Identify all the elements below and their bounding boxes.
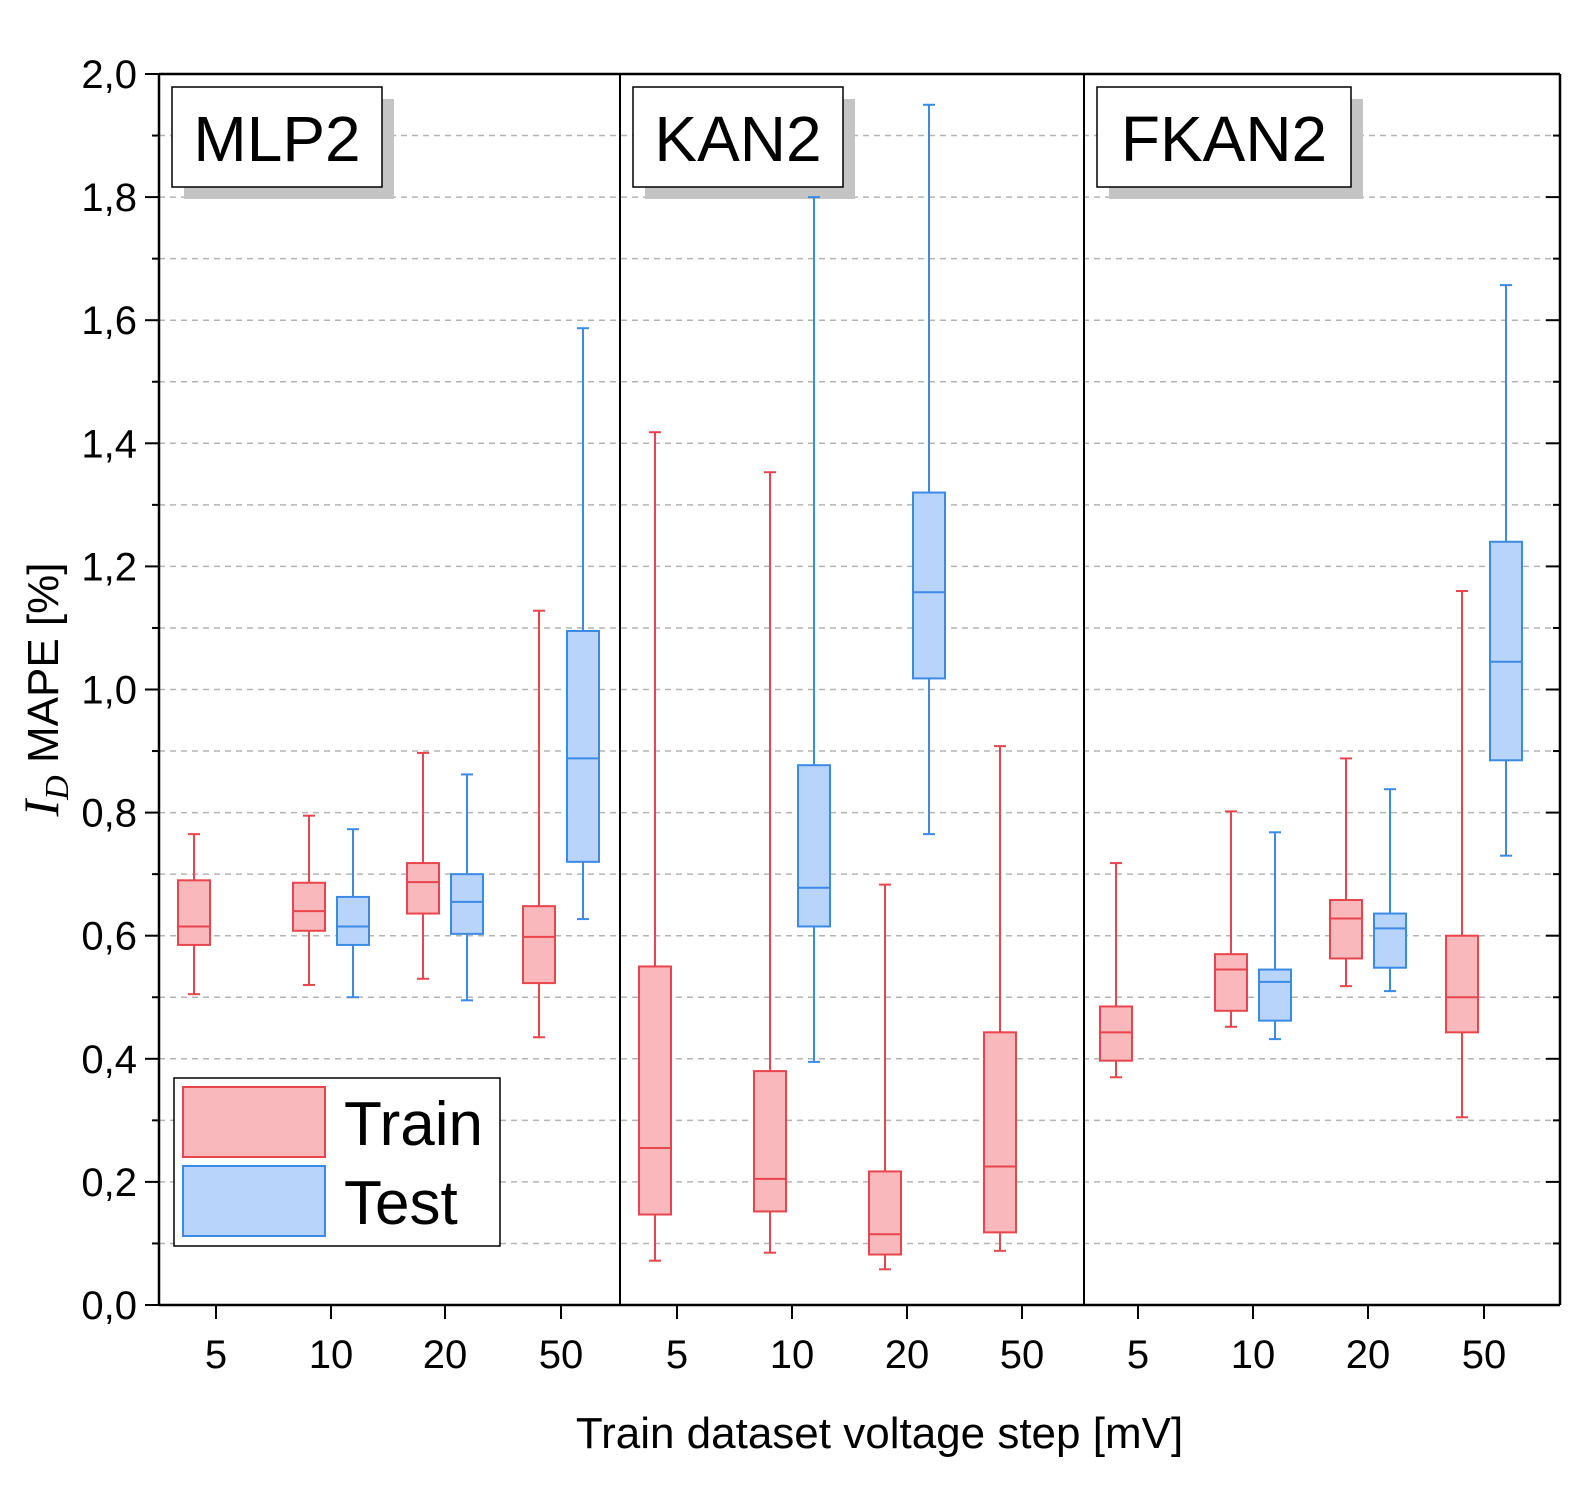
- axes: [145, 72, 1562, 1319]
- box-iqr: [450, 873, 484, 935]
- x-axis-title: Train dataset voltage step [mV]: [576, 1409, 1183, 1458]
- legend-label-test: Test: [344, 1169, 458, 1238]
- train-box-MLP2-50: [522, 609, 556, 1039]
- x-tick-label: 10: [770, 1333, 815, 1377]
- title-box: [632, 86, 844, 188]
- x-tick-label: 20: [1346, 1333, 1391, 1377]
- test-box-FKAN2-20: [1373, 788, 1407, 993]
- y-tick-label: 1,8: [81, 176, 137, 220]
- title-box: [171, 86, 383, 188]
- box-iqr: [522, 905, 556, 985]
- box-iqr: [177, 879, 211, 946]
- y-tick-label: 0,6: [81, 915, 137, 959]
- test-box-MLP2-10: [336, 828, 370, 999]
- train-box-FKAN2-10: [1214, 810, 1248, 1028]
- box-iqr: [406, 862, 440, 915]
- legend-label-train: Train: [344, 1090, 483, 1159]
- panel-dividers: [619, 74, 1085, 1305]
- x-tick-label: 10: [309, 1333, 354, 1377]
- legend: Train Test: [173, 1077, 501, 1247]
- y-tick-label: 0,4: [81, 1038, 137, 1082]
- y-axis-title-subscript: D: [39, 775, 76, 801]
- box-iqr: [1489, 540, 1523, 762]
- test-box-KAN2-20: [912, 103, 946, 836]
- y-axis-title: ID MAPE [%]: [13, 563, 76, 818]
- train-box-MLP2-20: [406, 751, 440, 980]
- y-tick-label: 0,8: [81, 792, 137, 836]
- test-box-KAN2-10: [797, 196, 831, 1063]
- box-iqr: [1373, 912, 1407, 969]
- y-axis-title-symbol: I: [13, 797, 69, 817]
- box-iqr: [292, 881, 326, 932]
- x-tick-label: 20: [885, 1333, 930, 1377]
- panel-title-text: KAN2: [654, 103, 821, 175]
- legend-box: Train Test: [173, 1077, 501, 1247]
- x-tick-label: 50: [1000, 1333, 1045, 1377]
- y-tick-label: 0,2: [81, 1161, 137, 1205]
- train-box-FKAN2-5: [1099, 862, 1133, 1079]
- box-iqr: [753, 1070, 787, 1213]
- x-tick-label: 50: [539, 1333, 584, 1377]
- x-tick-label: 5: [666, 1333, 688, 1377]
- legend-swatch-test: [182, 1165, 326, 1237]
- train-box-FKAN2-20: [1329, 757, 1363, 988]
- y-tick-label: 1,2: [81, 545, 137, 589]
- y-tick-label: 1,6: [81, 299, 137, 343]
- x-tick-label: 10: [1231, 1333, 1276, 1377]
- box-series: [177, 103, 1523, 1271]
- box-iqr: [1214, 953, 1248, 1012]
- train-box-MLP2-5: [177, 833, 211, 996]
- test-box-FKAN2-10: [1258, 831, 1292, 1041]
- box-iqr: [1099, 1005, 1133, 1062]
- panel-title-fkan2: FKAN2: [1096, 86, 1363, 199]
- train-box-KAN2-10: [753, 471, 787, 1254]
- box-iqr: [638, 965, 672, 1216]
- test-box-MLP2-20: [450, 773, 484, 1002]
- box-iqr: [1258, 968, 1292, 1022]
- y-tick-label: 1,4: [81, 422, 137, 466]
- box-iqr: [868, 1170, 902, 1256]
- legend-swatch-train: [182, 1086, 326, 1158]
- panel-title-text: MLP2: [193, 103, 360, 175]
- panel-titles: MLP2 KAN2 FKAN2: [171, 86, 1363, 199]
- x-tick-label: 20: [423, 1333, 468, 1377]
- box-iqr: [1329, 899, 1363, 960]
- box-iqr: [566, 630, 600, 863]
- panel-title-mlp2: MLP2: [171, 86, 394, 199]
- train-box-KAN2-20: [868, 883, 902, 1271]
- x-tick-label: 5: [1127, 1333, 1149, 1377]
- train-box-FKAN2-50: [1445, 590, 1479, 1119]
- test-box-FKAN2-50: [1489, 284, 1523, 857]
- box-iqr: [1445, 934, 1479, 1034]
- title-box: [1096, 86, 1352, 188]
- test-box-MLP2-50: [566, 327, 600, 921]
- y-tick-label: 2,0: [81, 53, 137, 97]
- y-tick-label: 0,0: [81, 1284, 137, 1328]
- train-box-MLP2-10: [292, 814, 326, 986]
- x-tick-label: 5: [205, 1333, 227, 1377]
- box-iqr: [797, 764, 831, 928]
- train-box-KAN2-50: [983, 745, 1017, 1252]
- box-iqr: [336, 895, 370, 946]
- y-axis-title-text: MAPE [%]: [19, 563, 68, 776]
- box-iqr: [983, 1031, 1017, 1234]
- box-iqr: [912, 491, 946, 680]
- train-box-KAN2-5: [638, 431, 672, 1262]
- panel-title-kan2: KAN2: [632, 86, 855, 199]
- y-tick-label: 1,0: [81, 669, 137, 713]
- axis-labels: 5 10 20 50 5 10 20 50 5 10 20 50 0,0 0,2 0,4 0,6 0,8 1,0 1…: [13, 53, 1506, 1458]
- panel-title-text: FKAN2: [1121, 103, 1327, 175]
- x-tick-label: 50: [1462, 1333, 1507, 1377]
